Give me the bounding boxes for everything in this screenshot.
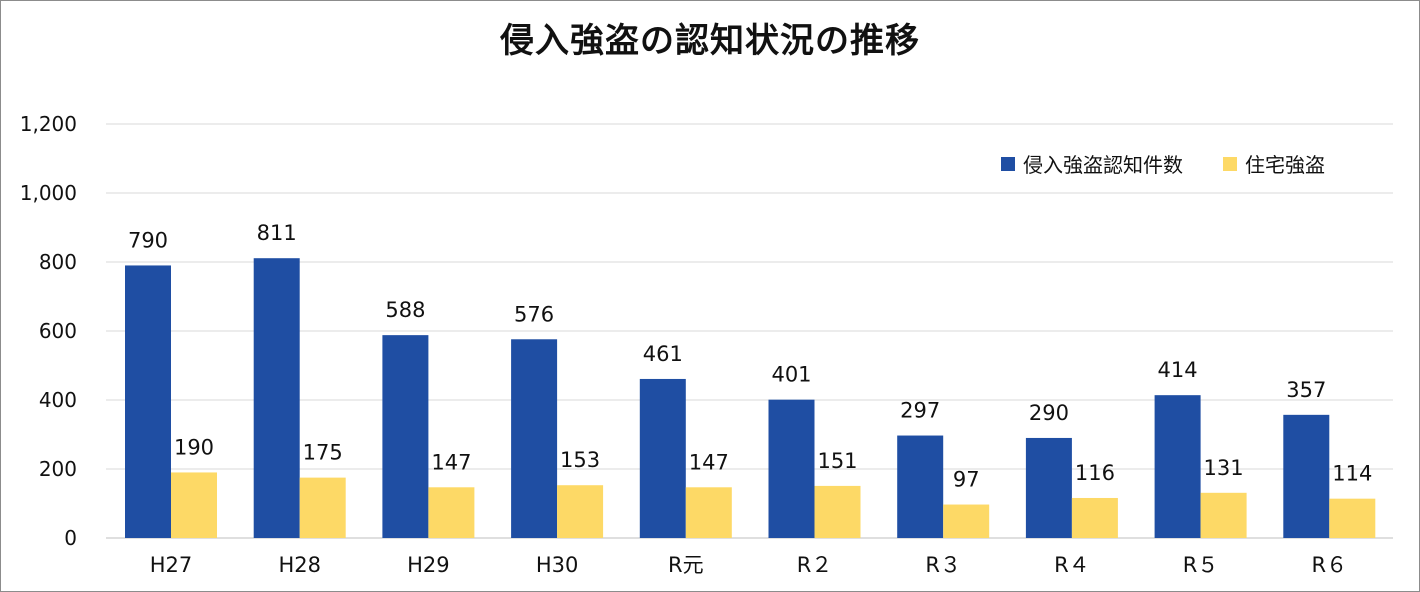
- bar-series-1-R元: [639, 378, 686, 538]
- y-tick-label: 1,000: [20, 181, 77, 205]
- bar-series-2-R2: [814, 485, 861, 538]
- data-label-series-1: 790: [128, 228, 168, 252]
- y-tick-label: 600: [39, 319, 77, 343]
- legend-swatch-series-2: [1223, 156, 1237, 171]
- data-label-series-2: 153: [560, 448, 600, 472]
- data-label-series-2: 147: [689, 450, 729, 474]
- y-tick-label: 200: [39, 457, 77, 481]
- y-tick-label: 1,200: [20, 112, 77, 136]
- bar-series-2-R元: [685, 487, 732, 538]
- data-label-series-2: 175: [303, 441, 343, 465]
- data-label-series-2: 190: [174, 435, 214, 459]
- bar-series-2-R6: [1329, 498, 1376, 538]
- x-tick-label: H29: [407, 553, 450, 577]
- data-label-series-1: 811: [257, 221, 297, 245]
- data-label-series-1: 290: [1029, 401, 1069, 425]
- bar-series-2-H30: [557, 485, 604, 538]
- data-label-series-1: 297: [900, 399, 940, 423]
- x-tick-label: R４: [1054, 553, 1090, 577]
- x-tick-label: R３: [925, 553, 961, 577]
- legend-label-series-1: 侵入強盗認知件数: [1023, 153, 1183, 177]
- bar-series-1-R2: [768, 399, 815, 538]
- data-label-series-2: 97: [953, 468, 980, 492]
- bar-series-2-H29: [428, 487, 475, 538]
- data-label-series-1: 401: [771, 363, 811, 387]
- x-tick-label: H27: [150, 553, 193, 577]
- data-label-series-1: 461: [643, 342, 683, 366]
- data-label-series-2: 147: [431, 450, 471, 474]
- bar-series-1-H27: [125, 265, 171, 538]
- data-label-series-2: 116: [1075, 461, 1115, 485]
- bar-series-2-H27: [171, 472, 217, 538]
- data-label-series-1: 576: [514, 302, 554, 326]
- x-tick-label: R６: [1312, 553, 1348, 577]
- bar-series-2-R3: [943, 504, 990, 538]
- bar-series-1-H28: [253, 258, 300, 538]
- data-label-series-2: 114: [1332, 462, 1372, 486]
- bar-series-1-R3: [897, 435, 944, 538]
- x-tick-label: R元: [668, 553, 704, 577]
- x-tick-label: H30: [536, 553, 579, 577]
- chart-title: 侵入強盗の認知状況の推移: [500, 21, 920, 61]
- bar-series-1-R6: [1283, 414, 1330, 538]
- x-tick-label: H28: [278, 553, 321, 577]
- data-label-series-2: 151: [817, 449, 857, 473]
- legend-label-series-2: 住宅強盗: [1245, 153, 1325, 177]
- legend-item-series-1: 侵入強盗認知件数: [1001, 149, 1183, 178]
- legend-item-series-2: 住宅強盗: [1223, 149, 1325, 178]
- bar-series-2-R5: [1200, 492, 1247, 538]
- y-tick-label: 800: [39, 250, 77, 274]
- legend: 侵入強盗認知件数 住宅強盗: [1001, 149, 1365, 178]
- x-tick-label: R５: [1183, 553, 1219, 577]
- bar-series-1-H30: [511, 339, 558, 538]
- bar-series-2-H28: [299, 477, 346, 538]
- data-label-series-1: 588: [385, 298, 425, 322]
- bar-series-1-R5: [1154, 395, 1201, 538]
- legend-swatch-series-1: [1001, 156, 1015, 171]
- bar-series-1-R4: [1025, 437, 1072, 538]
- data-label-series-1: 414: [1158, 358, 1198, 382]
- data-label-series-1: 357: [1286, 378, 1326, 402]
- bar-series-2-R4: [1071, 497, 1118, 538]
- x-tick-label: R２: [797, 553, 833, 577]
- y-tick-label: 0: [64, 526, 77, 550]
- data-label-series-2: 131: [1204, 456, 1244, 480]
- y-tick-label: 400: [39, 388, 77, 412]
- bar-series-1-H29: [382, 335, 429, 538]
